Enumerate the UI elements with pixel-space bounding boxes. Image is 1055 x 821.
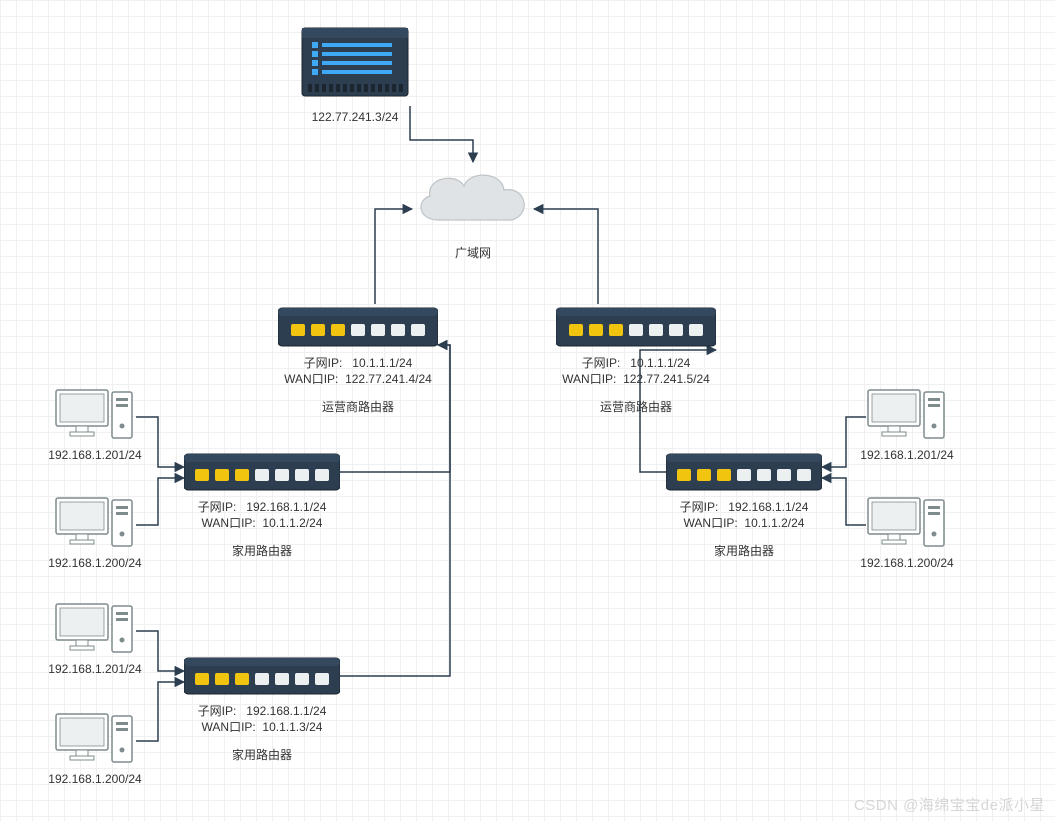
cloud-icon [408, 160, 538, 240]
node-server [300, 26, 410, 106]
node-label: 192.168.1.200/24 [822, 556, 992, 570]
node-pc_r1 [866, 386, 948, 444]
pc-icon [866, 494, 948, 552]
node-isp_router_r [556, 304, 716, 350]
node-label: 子网IP: 192.168.1.1/24 [177, 498, 347, 515]
node-label: 子网IP: 192.168.1.1/24 [659, 498, 829, 515]
node-label: WAN口IP: 10.1.1.2/24 [177, 514, 347, 531]
router-icon [278, 304, 438, 350]
node-label: 192.168.1.200/24 [10, 772, 180, 786]
node-label: 192.168.1.201/24 [10, 448, 180, 462]
node-home_router_1 [184, 450, 340, 494]
node-label: WAN口IP: 10.1.1.2/24 [659, 514, 829, 531]
node-home_router_3 [666, 450, 822, 494]
server-icon [300, 26, 410, 106]
node-label: 192.168.1.200/24 [10, 556, 180, 570]
router-icon [556, 304, 716, 350]
node-label: 122.77.241.3/24 [270, 110, 440, 124]
watermark-text: CSDN @海绵宝宝de派小星 [854, 794, 1045, 815]
node-pc_l4 [54, 710, 136, 768]
node-label: 家用路由器 [177, 542, 347, 559]
pc-icon [866, 386, 948, 444]
node-label: 家用路由器 [177, 746, 347, 763]
node-label: 广域网 [388, 244, 558, 261]
node-label: 192.168.1.201/24 [822, 448, 992, 462]
node-pc_l1 [54, 386, 136, 444]
router-icon [184, 450, 340, 494]
node-label: 运营商路由器 [273, 398, 443, 415]
node-label: 子网IP: 10.1.1.1/24 [273, 354, 443, 371]
node-pc_l3 [54, 600, 136, 658]
pc-icon [54, 710, 136, 768]
node-pc_l2 [54, 494, 136, 552]
router-icon [666, 450, 822, 494]
node-label: 子网IP: 192.168.1.1/24 [177, 702, 347, 719]
node-label: WAN口IP: 122.77.241.5/24 [551, 370, 721, 387]
node-cloud [408, 160, 538, 240]
node-label: WAN口IP: 10.1.1.3/24 [177, 718, 347, 735]
node-label: 运营商路由器 [551, 398, 721, 415]
router-icon [184, 654, 340, 698]
node-label: WAN口IP: 122.77.241.4/24 [273, 370, 443, 387]
diagram-canvas: 122.77.241.3/24广域网子网IP: 10.1.1.1/24WAN口I… [0, 0, 1055, 821]
node-label: 子网IP: 10.1.1.1/24 [551, 354, 721, 371]
node-label: 家用路由器 [659, 542, 829, 559]
pc-icon [54, 386, 136, 444]
node-home_router_2 [184, 654, 340, 698]
node-isp_router_l [278, 304, 438, 350]
node-pc_r2 [866, 494, 948, 552]
pc-icon [54, 600, 136, 658]
node-label: 192.168.1.201/24 [10, 662, 180, 676]
pc-icon [54, 494, 136, 552]
